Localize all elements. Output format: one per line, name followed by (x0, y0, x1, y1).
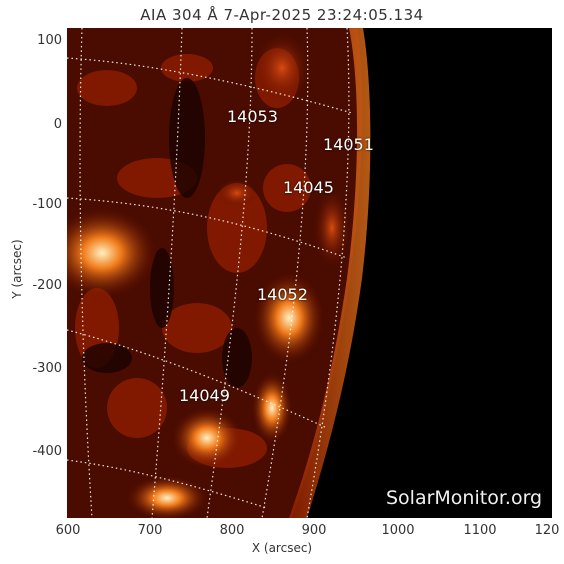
bright-active-areas (67, 33, 350, 518)
solar-limb (289, 28, 371, 518)
x-tick-1000: 1000 (381, 523, 415, 538)
y-tick-100: 100 (37, 33, 62, 48)
y-tick-neg200: -200 (32, 278, 62, 293)
x-tick-800: 800 (219, 523, 245, 538)
x-tick-900: 900 (301, 523, 327, 538)
x-tick-600: 600 (55, 523, 81, 538)
x-tick-700: 700 (137, 523, 163, 538)
y-tick-neg300: -300 (32, 361, 62, 376)
region-label-14045: 14045 (283, 178, 334, 197)
region-label-14053: 14053 (227, 107, 278, 126)
x-tick-1100: 1100 (463, 523, 497, 538)
x-axis-label: X (arcsec) (251, 541, 313, 555)
coordinate-grid (67, 28, 353, 518)
region-label-14051: 14051 (323, 135, 374, 154)
solar-image-panel (67, 28, 552, 518)
y-axis-label: Y (arcsec) (10, 239, 24, 299)
y-tick-neg400: -400 (32, 444, 62, 459)
y-tick-0: 0 (53, 117, 62, 132)
x-tick-1200: 120 (534, 523, 560, 538)
region-label-14049: 14049 (179, 386, 230, 405)
y-tick-neg100: -100 (32, 197, 62, 212)
watermark-text: SolarMonitor.org (386, 487, 543, 509)
dark-filaments (82, 78, 252, 388)
region-label-14052: 14052 (257, 285, 308, 304)
image-title: AIA 304 Å 7-Apr-2025 23:24:05.134 (140, 6, 424, 24)
